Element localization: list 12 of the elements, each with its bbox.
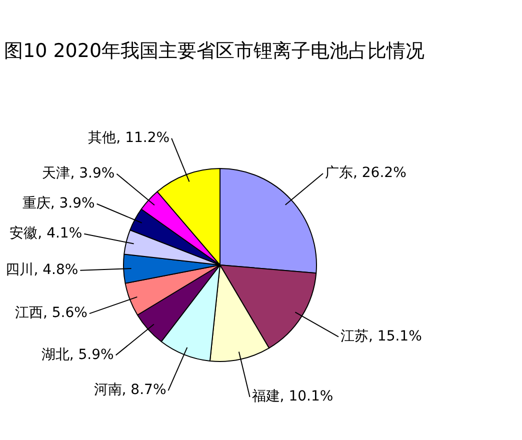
slice-label: 湖北, 5.9% <box>41 346 114 363</box>
slice-label: 江西, 5.6% <box>14 305 88 322</box>
slice-label: 广东, 26.2% <box>324 165 406 182</box>
slice-label: 四川, 4.8% <box>6 262 78 278</box>
slice-label: 天津, 3.9% <box>42 166 115 182</box>
chart-title: 图10 2020年我国主要省区市锂离子电池占比情况 <box>3 39 426 62</box>
slice-label: 重庆, 3.9% <box>22 196 95 212</box>
slice-label: 河南, 8.7% <box>94 382 166 398</box>
slice-label: 其他, 11.2% <box>88 130 170 146</box>
slice-label: 江苏, 15.1% <box>340 328 422 344</box>
slice-label: 安徽, 4.1% <box>10 226 82 242</box>
slice-label: 福建, 10.1% <box>252 388 334 405</box>
